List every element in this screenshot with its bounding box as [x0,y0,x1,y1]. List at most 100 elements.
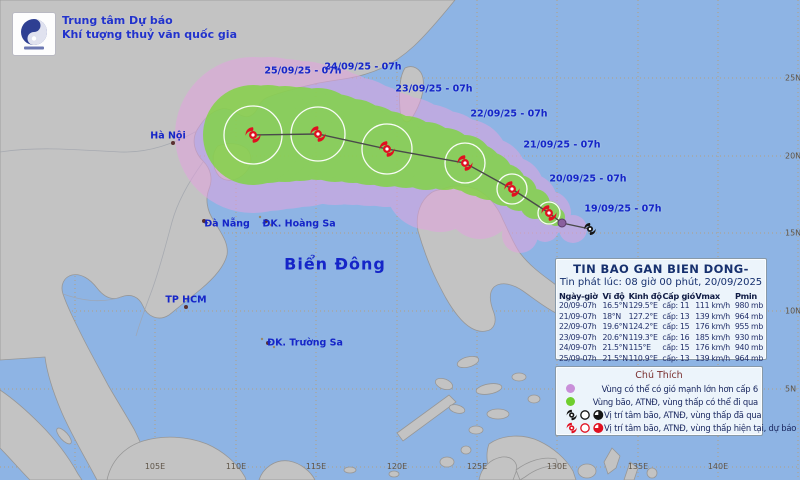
forecast-cell: 176 km/h [695,343,730,352]
forecast-cell: 955 mb [734,322,763,331]
forecast-cell: 21.5°N [602,343,628,352]
nchmf-logo-icon [12,12,56,56]
forecast-cell: 129.5°E [628,301,658,310]
forecast-cell: 124.2°E [628,322,658,331]
track-date-label: 24/09/25 - 07h [324,61,402,73]
city-label: Hà Nội [150,130,186,142]
longitude-tick-label: 135E [627,462,649,471]
forecast-cell: 20/09-07h [559,301,597,310]
forecast-row: 24/09-07h 21.5°N 115°E cấp: 15 176 km/h 940 m… [559,343,763,354]
legend-item-past-position: Vị trí tâm bão, ATNĐ, vùng thấp đã qua [560,408,762,421]
org-name-line1: Trung tâm Dự báo [62,14,173,27]
land-borneo [106,436,247,480]
bulletin-title: TIN BAO GAN BIEN DONG- [573,262,749,276]
city-marker-dot [266,341,270,345]
forecast-cell: cấp: 16 [662,332,690,342]
forecast-cell: 110.9°E [628,353,658,363]
city-marker-dot [184,305,188,309]
track-date-label: 25/09/25 - 07h [264,65,342,77]
forecast-row: 21/09-07h 18°N 127.2°E cấp: 13 139 km/h 964 m… [559,312,763,323]
forecast-cell: 20.6°N [602,332,628,342]
forecast-cell: cấp: 15 [662,322,690,331]
legend-item-pass-area: Vùng bão, ATNĐ, vùng thấp có thể đi qua [560,395,758,408]
forecast-cell: 18°N [602,311,621,321]
forecast-cell: cấp: 11 [662,301,690,310]
city-label: Đà Nẵng [204,218,250,230]
legend-panel: Chú Thích Vùng có thể có gió mạnh lớn hơ… [555,366,796,436]
forecast-row: 20/09-07h 16.5°N 129.5°E cấp: 11 111 km/h 980… [559,301,763,312]
forecast-cell: 21/09-07h [559,311,597,321]
longitude-tick-label: 110E [225,462,247,471]
forecast-cell: 964 mb [734,353,763,363]
org-header: Trung tâm Dự báo Khí tượng thuỷ văn quốc… [12,12,237,56]
land-palawan [396,394,457,442]
forecast-cell: 127.2°E [628,311,658,321]
legend-item-wind-area: Vùng có thể có gió mạnh lớn hơn cấp 6 [560,382,758,395]
track-date-label: 20/09/25 - 07h [549,173,627,185]
longitude-tick-label: 125E [466,462,488,471]
bulletin-col-header: Cấp gió [662,291,695,301]
land-sumatra [0,389,83,480]
forecast-cell: 940 mb [734,343,763,352]
current-forecast-icons [560,422,604,434]
legend-item-current-forecast: Vị trí tâm bão, ATNĐ, vùng thấp hiện tại… [560,421,796,434]
bulletin-rows: 20/09-07h 16.5°N 129.5°E cấp: 11 111 km/h 980… [559,301,763,364]
forecast-cell: 16.5°N [602,301,628,310]
city-marker-dot [264,219,268,223]
bulletin-header-row: Ngày-giờ Vĩ độ Kinh độ Cấp gió Vmax Pmin [559,291,763,301]
bulletin-panel: TIN BAO GAN BIEN DONG- Tin phát lúc: 08 … [555,258,767,363]
island-specks [258,215,276,349]
latitude-tick-label: 25N [785,73,800,83]
longitude-tick-label: 130E [546,462,568,471]
forecast-cell: 19.6°N [602,322,628,331]
track-date-label: 22/09/25 - 07h [470,108,548,120]
forecast-cell: 115°E [628,343,652,352]
forecast-cell: 23/09-07h [559,332,597,342]
track-date-label: 23/09/25 - 07h [395,83,473,95]
forecast-cell: 980 mb [734,301,763,310]
forecast-cell: 176 km/h [695,322,730,331]
forecast-row: 22/09-07h 19.6°N 124.2°E cấp: 15 176 km/h 955… [559,322,763,333]
bulletin-col-header: Vmax [695,291,720,301]
forecast-cell: 964 mb [734,311,763,321]
forecast-row: 23/09-07h 20.6°N 119.3°E cấp: 16 185 km/h 930… [559,333,763,344]
intermediate-position-marker[interactable] [557,218,567,228]
forecast-cell: 22/09-07h [559,322,597,331]
bulletin-col-header: Ngày-giờ [559,291,598,301]
city-label: TP HCM [165,294,207,306]
latitude-tick-label: 10N [785,306,800,316]
forecast-cell: 24/09-07h [559,343,597,352]
forecast-cell: 25/09-07h [559,353,597,363]
track-date-label: 19/09/25 - 07h [584,203,662,215]
track-date-label: 21/09/25 - 07h [523,139,601,151]
city-label: ĐK. Hoàng Sa [262,218,336,230]
forecast-cell: 21.5°N [602,353,628,363]
sea-name-label: Biển Đông [284,254,386,274]
longitude-tick-label: 105E [144,462,166,471]
forecast-cell: 119.3°E [628,332,658,342]
forecast-cell: 930 mb [734,332,763,342]
forecast-row: 25/09-07h 21.5°N 110.9°E cấp: 13 139 km/h 964… [559,354,763,365]
forecast-cell: cấp: 15 [662,343,690,352]
city-marker-dot [171,141,175,145]
forecast-cell: 139 km/h [695,311,730,321]
country-borders [0,130,204,337]
longitude-tick-label: 120E [386,462,408,471]
legend-title: Chú Thích [635,370,683,381]
bulletin-col-header: Vĩ độ [602,291,625,301]
pass-area-dot-icon [560,397,593,406]
bulletin-col-header: Pmin [734,291,757,301]
city-label: ĐK. Trường Sa [267,337,343,349]
org-name-line2: Khí tượng thuỷ văn quốc gia [62,28,237,41]
longitude-tick-label: 140E [707,462,729,471]
city-marker-dot [202,219,206,223]
latitude-tick-label: 15N [785,228,800,238]
bulletin-col-header: Kinh độ [628,291,662,301]
bulletin-issued-time: Tin phát lúc: 08 giờ 00 phút, 20/09/2025 [559,277,763,288]
forecast-cell: 111 km/h [695,301,730,310]
latitude-tick-label: 20N [785,151,800,161]
longitude-tick-label: 115E [305,462,327,471]
wind-area-dot-icon [560,384,602,393]
